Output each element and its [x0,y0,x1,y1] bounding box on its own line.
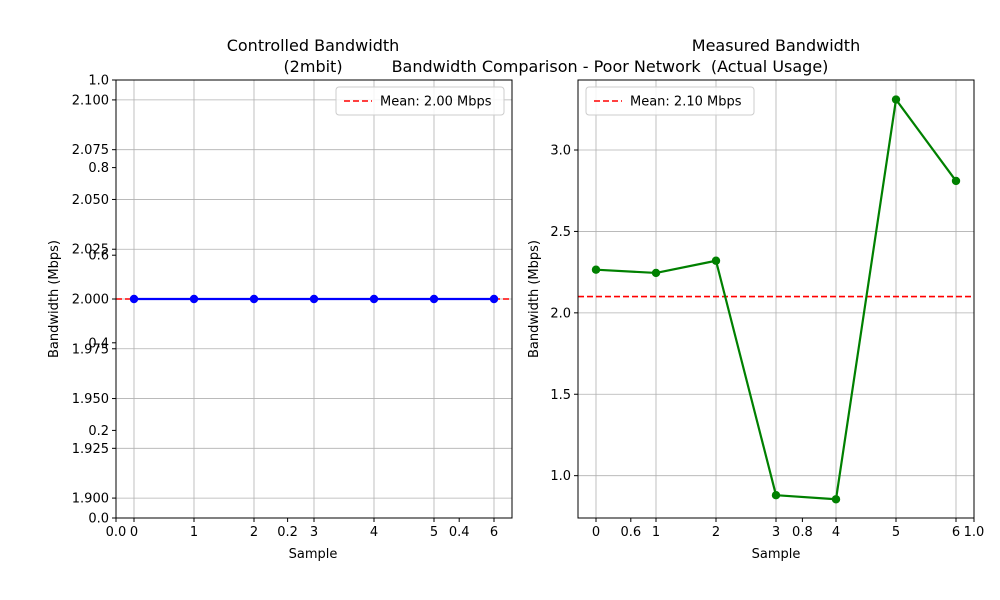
background-y-tick-label: 0.8 [88,161,109,176]
background-x-tick-label: 0.2 [277,525,298,540]
left-y-tick-label: 1.900 [72,492,109,507]
left-data-point [429,294,439,304]
right-y-tick-label: 3.0 [550,144,571,159]
left-y-tick-label: 2.000 [72,293,109,308]
right-data-point [891,95,901,104]
background-x-tick-label: 0.4 [449,525,470,540]
background-x-tick-label: 0.8 [792,525,813,540]
left-data-point [309,294,319,304]
left-data-point [249,294,259,304]
background-y-tick-label: 0.2 [88,424,109,439]
right-y-tick-label: 1.5 [550,388,571,403]
right-x-axis-label: Sample [752,547,801,562]
right-y-tick-label: 2.0 [550,306,571,321]
right-x-tick-label: 4 [832,525,840,540]
left-x-tick-label: 6 [490,525,498,540]
left-x-axis-label: Sample [289,547,338,562]
left-subplot: 0 1 2 3 4 5 6 1.900 1.925 1.950 1.975 2.000 2.025 2.0… [72,79,513,540]
left-y-axis-label: Bandwidth (Mbps) [47,240,62,358]
left-x-tick-label: 1 [190,525,198,540]
left-y-tick-label: 2.075 [72,143,109,158]
right-x-tick-label: 2 [712,525,720,540]
right-data-point [711,256,721,265]
left-legend-label: Mean: 2.00 Mbps [380,95,492,110]
right-y-tick-label: 1.0 [550,469,571,484]
left-y-tick-label: 2.025 [72,243,109,258]
figure-suptitle: Bandwidth Comparison - Poor Network [392,57,702,76]
right-x-tick-label: 1 [652,525,660,540]
right-data-point [771,491,781,500]
right-subplot: 0 1 2 3 4 5 6 1.0 1.5 2.0 2.5 3.0 Mean: 2.10 Mbps [550,79,975,540]
right-data-point [651,268,661,278]
left-data-point [369,294,379,304]
right-data-point [831,495,841,504]
right-data-point [951,176,961,186]
background-x-tick-label: 0.0 [106,525,127,540]
right-y-axis-label: Bandwidth (Mbps) [527,240,542,358]
figure-suptitle-with-right-title-line-2: Bandwidth Comparison - Poor Network (Act… [392,57,829,76]
left-y-tick-label: 1.950 [72,392,109,407]
background-y-tick-label: 0.6 [88,249,109,264]
right-subplot-title-line-1: Measured Bandwidth [692,36,860,55]
right-legend-label: Mean: 2.10 Mbps [630,95,742,110]
background-y-tick-label: 0.4 [88,336,109,351]
left-legend-box [335,86,505,116]
right-y-tick-label: 2.5 [550,225,571,240]
right-legend-box [585,86,755,116]
right-data-point [591,265,601,274]
left-x-tick-label: 3 [310,525,318,540]
left-data-point [189,294,199,304]
left-x-tick-label: 5 [430,525,438,540]
background-x-tick-label: 1.0 [964,525,985,540]
background-y-tick-label: 0.0 [88,512,109,527]
right-x-tick-label: 3 [772,525,780,540]
right-x-tick-label: 6 [952,525,960,540]
left-x-tick-label: 4 [370,525,378,540]
right-x-tick-label: 5 [892,525,900,540]
right-subplot-title-line-2: (Actual Usage) [711,57,829,76]
left-data-point [129,294,139,304]
left-subplot-title-line-1: Controlled Bandwidth [227,36,400,55]
left-x-tick-label: 0 [130,525,138,540]
left-y-tick-label: 1.975 [72,342,109,357]
left-y-tick-label: 1.925 [72,442,109,457]
left-y-tick-label: 2.050 [72,193,109,208]
left-subplot-title-line-2: (2mbit) [283,57,342,76]
background-x-tick-label: 0.6 [620,525,641,540]
left-data-point [489,294,499,304]
background-y-tick-label: 1.0 [88,74,109,89]
left-x-tick-label: 2 [250,525,258,540]
title-spacer [701,57,711,76]
left-y-tick-label: 2.100 [72,93,109,108]
background-axes: 0.0 0.2 0.4 0.6 0.8 1.0 0.0 0.2 0.4 0.6 0.8 1.0 [88,74,984,541]
right-x-tick-label: 0 [592,525,600,540]
